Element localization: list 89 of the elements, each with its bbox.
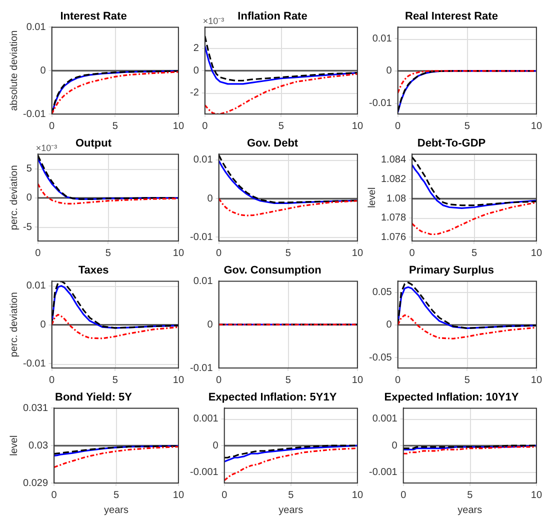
y-tick-label: 1.084 [380,154,406,166]
x-tick-label: 10 [172,374,184,386]
x-tick-label: 5 [285,248,292,259]
x-tick-label: 5 [112,120,118,132]
y-tick-label: 0 [40,65,46,76]
y-tick-label: -0.01 [190,362,214,374]
x-tick-label: 5 [288,490,294,501]
x-tick-label: 10 [172,490,184,501]
y-tick-label: 1.08 [386,193,406,204]
y-tick-label: 5 [26,164,32,175]
y-tick-label: -0.01 [190,232,214,243]
chart-title: Gov. Consumption [224,264,322,277]
y-tick-label: 0.029 [22,478,48,489]
y-tick-label: 0 [193,65,200,76]
y-tick-label: 1.078 [380,212,406,224]
y-tick-label: 0 [386,320,392,331]
y-tick-label: 1.076 [380,232,406,243]
y-axis-title: perc. deviation [8,165,20,230]
x-tick-label: 10 [352,374,364,386]
text: ×10⁻³ [36,143,58,154]
chart-title: Inflation Rate [238,10,308,23]
chart-title: Output [75,138,112,150]
chart-title: Interest Rate [60,10,127,23]
chart-title: Real Interest Rate [405,10,498,23]
x-tick-label: 10 [352,248,364,259]
y-tick-label: 0.01 [193,154,214,166]
x-tick-label: 5 [464,374,470,386]
chart-title: Expected Inflation: 10Y1Y [384,392,520,404]
x-tick-label: 10 [530,248,542,259]
x-tick-label: 5 [105,248,112,259]
y-tick-label: 0 [386,66,392,77]
y-tick-label: 0.03 [28,440,48,452]
y-tick-label: -0.01 [22,108,46,120]
y-tick-label: 0 [392,440,398,452]
x-tick-label: 10 [530,120,542,132]
x-axis-title: years [104,504,128,516]
chart-title: Expected Inflation: 5Y1Y [208,392,338,404]
y-tick-label: 0.001 [193,414,219,425]
x-tick-label: 5 [113,490,120,501]
x-tick-label: 10 [172,248,184,259]
chart-title: Taxes [78,264,109,277]
x-tick-label: 5 [285,374,292,386]
chart-title: Bond Yield: 5Y [54,392,133,404]
x-axis-title: years [278,504,304,516]
y-tick-label: 0.001 [372,414,398,425]
y-tick-label: 0.01 [26,22,46,33]
y-tick-label: -0.001 [190,467,219,478]
x-tick-label: 5 [112,374,118,386]
y-tick-label: -0.05 [368,352,392,364]
y-tick-label: -0.01 [22,358,46,370]
chart-title: Primary Surplus [409,264,494,277]
y-tick-label: 2 [193,43,200,54]
y-tick-label: 0 [40,320,46,331]
x-axis-title: years [458,504,482,516]
x-tick-label: 10 [352,490,364,501]
chart-title: Gov. Debt [246,138,298,150]
x-tick-label: 5 [464,120,470,132]
x-tick-label: 10 [530,374,542,386]
x-tick-label: 0 [409,248,416,259]
x-tick-label: 5 [467,490,474,501]
y-tick-label: 0 [26,192,32,204]
y-tick-label: 0 [212,440,219,452]
y-axis-title: absolute deviation [8,30,20,111]
x-tick-label: 5 [471,248,478,259]
y-tick-label: 0.031 [22,402,48,414]
y-tick-label: 1.082 [380,174,406,186]
y-tick-label: -5 [22,222,32,233]
y-tick-label: 0.01 [372,33,392,44]
y-tick-label: -0.01 [368,98,392,110]
x-tick-label: 10 [352,120,364,132]
x-tick-label: 0 [51,490,58,501]
chart-title: Debt-To-GDP [417,138,486,150]
x-tick-label: 5 [278,120,284,132]
x-tick-label: 10 [530,490,542,501]
text: ×10⁻³ [202,16,224,26]
y-tick-label: 0 [207,193,214,204]
x-tick-label: 0 [49,120,56,132]
y-tick-label: 0 [207,319,214,330]
y-tick-label: 0.05 [372,287,392,298]
y-tick-label: 0.01 [193,276,214,287]
y-axis-title: perc. deviation [8,292,20,358]
y-tick-label: -0.001 [368,467,398,478]
x-tick-label: 0 [222,490,228,501]
y-tick-label: 0.01 [26,280,46,292]
y-axis-title: level [366,187,378,208]
x-tick-label: 0 [49,374,56,386]
x-tick-label: 10 [172,120,184,132]
y-tick-label: -2 [190,88,200,99]
y-axis-title: level [8,435,20,456]
